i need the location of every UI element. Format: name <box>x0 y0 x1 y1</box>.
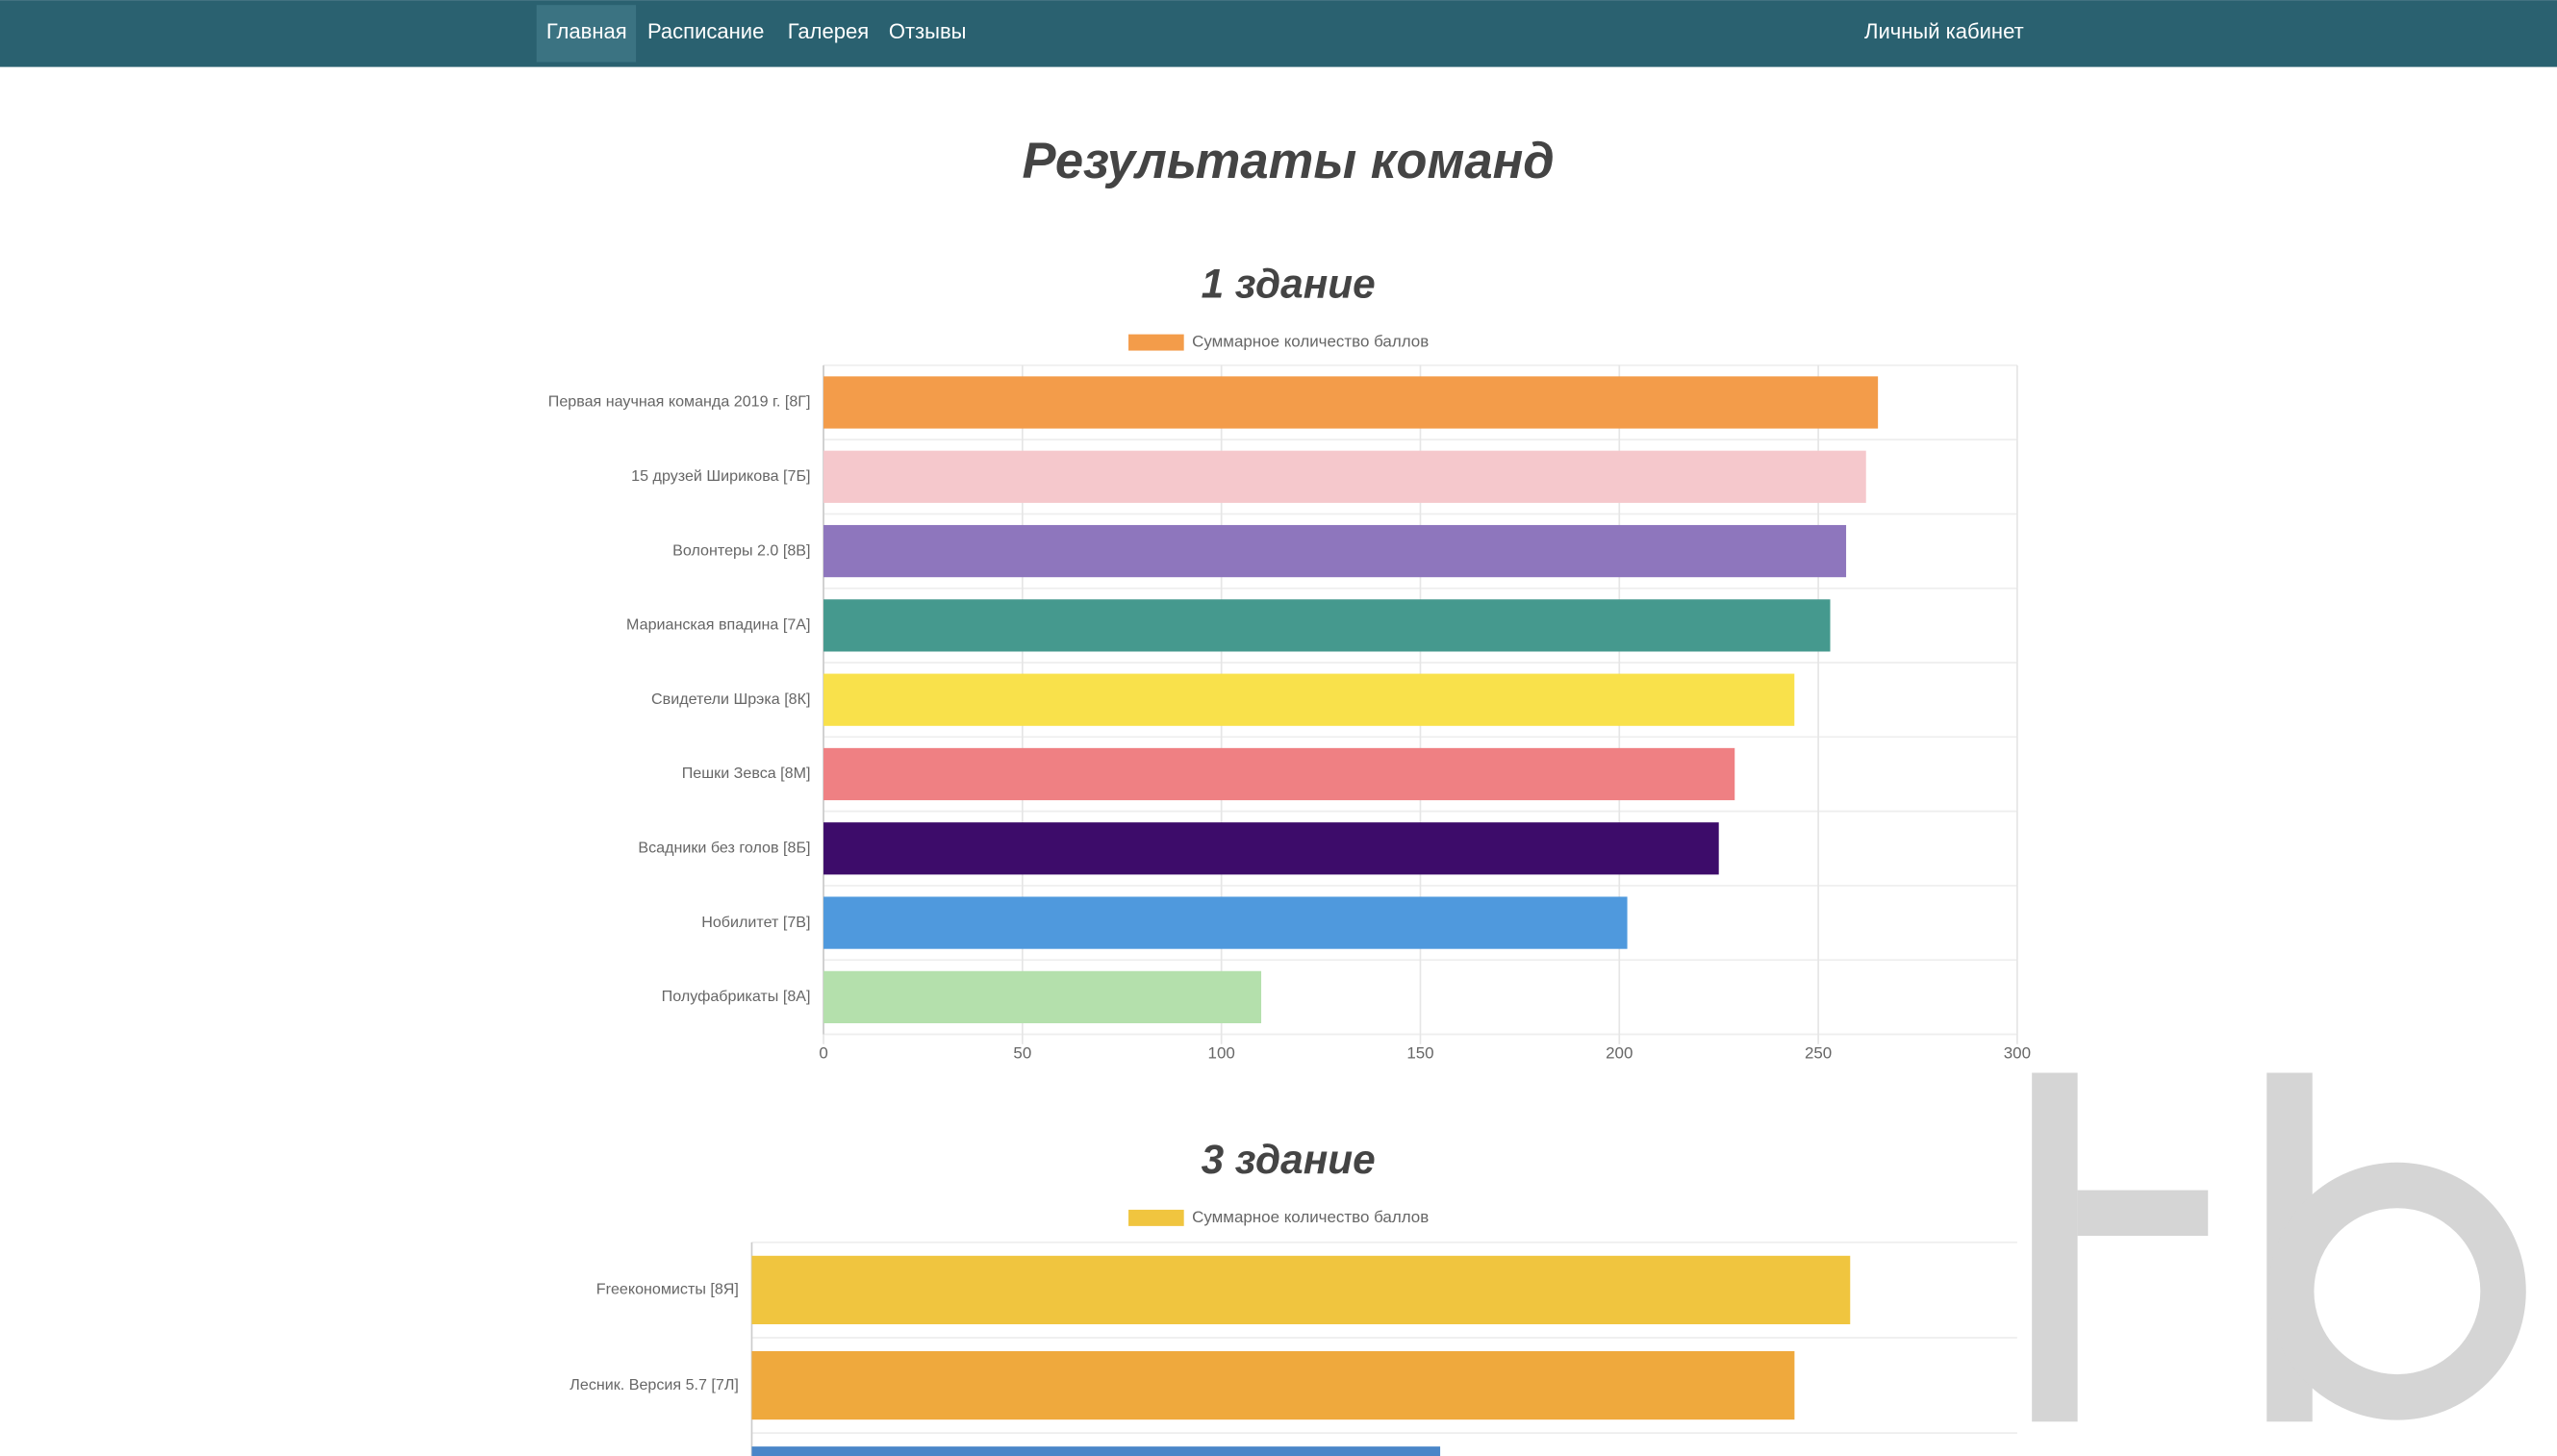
bar <box>823 747 1735 801</box>
nav-link[interactable]: Главная <box>546 19 627 43</box>
y-tick-label: Марианская впадина [7А] <box>626 616 810 634</box>
y-tick-label: Лесник. Версия 5.7 [7Л] <box>570 1376 739 1393</box>
x-tick-label: 200 <box>1606 1043 1633 1062</box>
bar <box>823 673 1795 726</box>
bar <box>823 896 1628 949</box>
legend-swatch <box>1128 334 1184 351</box>
bar <box>751 1350 1795 1420</box>
x-tick-label: 50 <box>1013 1043 1031 1062</box>
nav-link[interactable]: Расписание <box>647 19 764 43</box>
y-tick-label: Freeкономисты [8Я] <box>596 1281 739 1298</box>
page-title: Результаты команд <box>1023 133 1555 189</box>
bar <box>823 450 1866 503</box>
bar <box>751 1446 1441 1456</box>
account-link[interactable]: Личный кабинет <box>1864 19 2024 43</box>
watermark-part <box>2032 1072 2078 1422</box>
x-tick-label: 250 <box>1805 1043 1832 1062</box>
nav-link[interactable]: Отзывы <box>889 19 967 43</box>
chart-title: 1 здание <box>1202 262 1376 307</box>
x-tick-label: 300 <box>2004 1043 2031 1062</box>
legend-label: Суммарное количество баллов <box>1192 333 1429 351</box>
y-tick-label: Волонтеры 2.0 [8В] <box>672 541 810 559</box>
bar <box>823 376 1879 429</box>
y-tick-label: Пешки Зевса [8М] <box>682 765 811 782</box>
watermark <box>2032 1072 2526 1422</box>
navbar <box>0 0 2557 67</box>
y-tick-label: Первая научная команда 2019 г. [8Г] <box>548 393 811 411</box>
legend-label: Суммарное количество баллов <box>1192 1208 1429 1226</box>
y-tick-label: Нобилитет [7В] <box>701 914 810 931</box>
bar <box>751 1255 1851 1325</box>
chart-title: 3 здание <box>1202 1137 1376 1182</box>
watermark-part <box>2266 1072 2313 1422</box>
watermark-part <box>2267 1162 2526 1420</box>
watermark-part <box>2077 1190 2209 1237</box>
bar <box>823 970 1262 1023</box>
y-tick-label: Полуфабрикаты [8А] <box>662 988 811 1005</box>
x-tick-label: 0 <box>819 1043 827 1062</box>
legend-swatch <box>1128 1209 1184 1226</box>
y-tick-label: Всадники без голов [8Б] <box>638 840 810 857</box>
y-tick-label: Свидетели Шрэка [8К] <box>651 690 810 708</box>
bar <box>823 599 1831 652</box>
x-tick-label: 100 <box>1208 1043 1235 1062</box>
bar <box>823 822 1719 875</box>
x-tick-label: 150 <box>1406 1043 1433 1062</box>
y-tick-label: 15 друзей Ширикова [7Б] <box>631 467 810 485</box>
nav-active <box>536 5 637 63</box>
nav-link[interactable]: Галерея <box>788 19 869 43</box>
bar <box>823 524 1847 578</box>
